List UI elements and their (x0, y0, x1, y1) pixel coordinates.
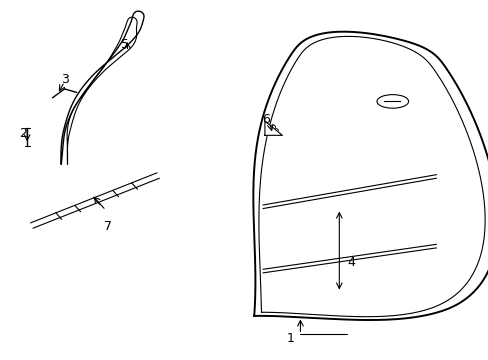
Text: 2: 2 (20, 127, 27, 140)
Text: 3: 3 (61, 73, 68, 86)
Polygon shape (264, 121, 282, 135)
Text: 1: 1 (286, 333, 294, 346)
Text: 4: 4 (347, 256, 355, 269)
Text: 5: 5 (121, 38, 129, 51)
Text: 6: 6 (262, 113, 270, 126)
Text: 7: 7 (104, 220, 112, 233)
